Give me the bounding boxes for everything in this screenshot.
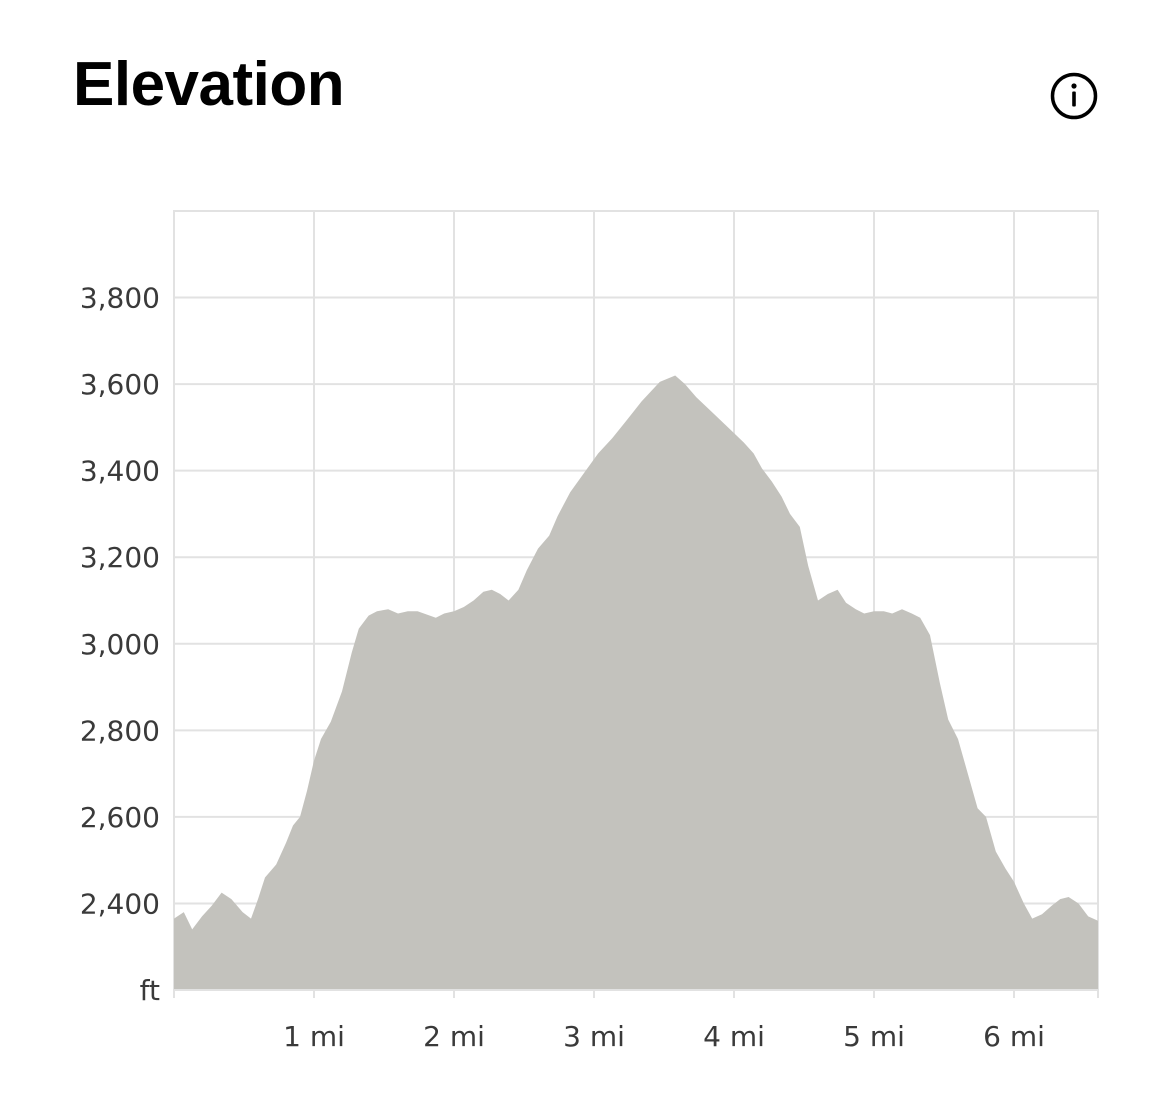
page-title: Elevation	[73, 50, 345, 119]
y-tick-label: 2,800	[80, 714, 160, 747]
x-tick-label: 2 mi	[423, 1020, 485, 1053]
y-tick-label: 3,200	[80, 541, 160, 574]
y-tick-label: 3,800	[80, 282, 160, 315]
info-icon[interactable]	[1050, 72, 1098, 120]
y-unit-label: ft	[140, 974, 160, 1007]
x-tick-label: 1 mi	[283, 1020, 345, 1053]
y-tick-label: 3,000	[80, 628, 160, 661]
x-tick-label: 4 mi	[703, 1020, 765, 1053]
y-tick-label: 3,600	[80, 368, 160, 401]
y-tick-label: 2,600	[80, 801, 160, 834]
x-tick-label: 6 mi	[983, 1020, 1045, 1053]
x-tick-label: 5 mi	[843, 1020, 905, 1053]
elevation-area	[174, 375, 1098, 990]
y-tick-label: 3,400	[80, 455, 160, 488]
y-tick-label: 2,400	[80, 887, 160, 920]
x-tick-label: 3 mi	[563, 1020, 625, 1053]
